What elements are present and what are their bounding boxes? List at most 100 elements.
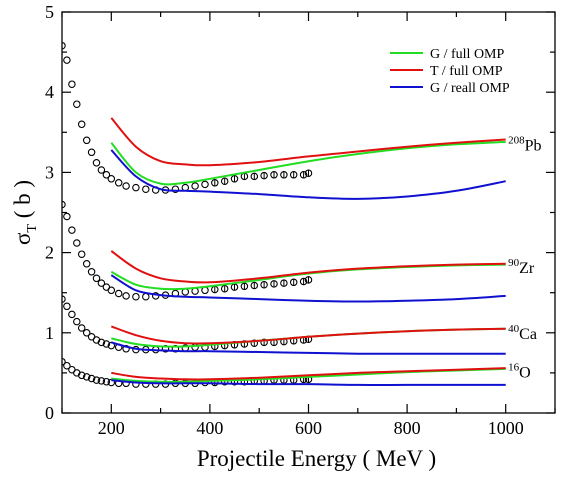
nucleus-mass: 208 bbox=[508, 134, 525, 146]
data-point bbox=[73, 239, 81, 247]
data-point bbox=[151, 292, 160, 300]
data-point bbox=[102, 171, 111, 179]
nucleus-label: 40Ca bbox=[508, 323, 537, 343]
y-tick-label: 1 bbox=[45, 323, 54, 343]
data-point bbox=[92, 274, 101, 283]
curve-40Ca-t-full-omp bbox=[110, 325, 506, 345]
nucleus-labels: 208Pb 90Zr 40Ca 16O bbox=[508, 134, 541, 381]
plot-inner bbox=[62, 41, 506, 388]
data-point bbox=[82, 260, 91, 268]
x-tick-label: 600 bbox=[295, 418, 322, 438]
data-point bbox=[77, 120, 86, 129]
data-point bbox=[87, 374, 96, 383]
nucleus-mass: 40 bbox=[508, 323, 520, 335]
data-point bbox=[97, 338, 106, 347]
nucleus-label: 208Pb bbox=[508, 134, 541, 154]
nucleus-label: 90Zr bbox=[508, 257, 535, 277]
data-point bbox=[73, 317, 81, 326]
y-axis-subscript: T bbox=[25, 224, 40, 233]
curve-16O-t-full-omp bbox=[111, 367, 506, 381]
data-points-208Pb bbox=[62, 41, 313, 194]
curve-16O-g-reall-omp bbox=[111, 379, 506, 386]
y-tick-label: 0 bbox=[45, 403, 54, 423]
nucleus-element: Pb bbox=[525, 137, 542, 154]
data-point bbox=[114, 289, 123, 298]
nucleus-label: 16O bbox=[508, 361, 531, 381]
data-point bbox=[77, 371, 86, 380]
data-point bbox=[97, 377, 106, 385]
y-axis-unit: ( b ) bbox=[10, 180, 35, 224]
data-point bbox=[122, 292, 130, 300]
curve-90Zr-g-reall-omp bbox=[110, 274, 506, 303]
x-tick-label: 200 bbox=[98, 418, 125, 438]
data-point bbox=[102, 377, 111, 386]
y-tick-label: 4 bbox=[45, 82, 54, 102]
curve-208Pb-t-full-omp bbox=[110, 117, 506, 167]
data-point bbox=[62, 295, 66, 303]
y-axis-label: σT ( b ) bbox=[10, 180, 40, 245]
curve-208Pb-g-full-omp bbox=[110, 140, 506, 186]
data-point bbox=[77, 324, 86, 332]
data-point bbox=[82, 136, 91, 145]
data-points-90Zr bbox=[62, 200, 313, 301]
data-point bbox=[102, 340, 111, 348]
data-point bbox=[191, 182, 199, 190]
curve-90Zr-t-full-omp bbox=[110, 250, 506, 284]
x-tick-label: 400 bbox=[196, 418, 223, 438]
data-point bbox=[97, 166, 106, 174]
y-tick-label: 2 bbox=[45, 243, 54, 263]
x-tick-label: 1000 bbox=[488, 418, 524, 438]
data-point bbox=[201, 180, 209, 189]
legend-label: G / full OMP bbox=[430, 47, 505, 62]
data-point bbox=[68, 226, 76, 234]
data-point bbox=[87, 268, 96, 276]
data-point bbox=[73, 100, 81, 108]
data-point bbox=[82, 373, 91, 381]
nucleus-mass: 90 bbox=[508, 257, 520, 269]
data-point bbox=[97, 279, 106, 287]
y-tick-label: 5 bbox=[45, 2, 54, 22]
nucleus-element: Zr bbox=[519, 260, 535, 277]
data-point bbox=[171, 185, 180, 193]
data-point bbox=[77, 250, 86, 258]
data-point bbox=[63, 56, 71, 64]
plot-area bbox=[62, 41, 506, 388]
nucleus-mass: 16 bbox=[508, 361, 520, 373]
nucleus-element: O bbox=[519, 364, 531, 381]
y-tick-label: 3 bbox=[45, 162, 54, 182]
data-point bbox=[107, 175, 116, 183]
data-point bbox=[62, 357, 66, 366]
data-point bbox=[68, 310, 76, 319]
data-point bbox=[171, 345, 180, 353]
y-axis-symbol: σ bbox=[10, 232, 35, 245]
data-points-40Ca bbox=[62, 295, 313, 354]
data-point bbox=[63, 361, 71, 370]
x-tick-label: 800 bbox=[394, 418, 421, 438]
data-point bbox=[82, 329, 91, 337]
data-point bbox=[107, 286, 116, 295]
data-point bbox=[122, 182, 130, 190]
data-point bbox=[142, 292, 150, 301]
data-point bbox=[132, 183, 140, 192]
curve-40Ca-g-reall-omp bbox=[111, 341, 506, 355]
data-point bbox=[68, 80, 76, 88]
axes: 200 400 600 800 1000 0 1 2 3 4 5 Projectile Energy … bbox=[10, 2, 556, 471]
data-point bbox=[114, 179, 123, 187]
data-point bbox=[92, 159, 101, 167]
legend-label: T / full OMP bbox=[430, 64, 503, 79]
nucleus-element: Ca bbox=[519, 326, 537, 343]
curve-208Pb-g-reall-omp bbox=[110, 149, 506, 200]
x-axis-label: Projectile Energy ( MeV ) bbox=[197, 446, 436, 471]
data-point bbox=[63, 302, 71, 311]
data-point bbox=[62, 200, 66, 209]
data-point bbox=[62, 41, 66, 50]
data-point bbox=[63, 212, 71, 221]
data-point bbox=[142, 185, 150, 193]
data-point bbox=[87, 148, 96, 157]
legend-label: G / reall OMP bbox=[430, 81, 510, 96]
data-point bbox=[92, 376, 101, 384]
data-point bbox=[132, 292, 140, 301]
legend: G / full OMP T / full OMP G / reall OMP bbox=[390, 47, 510, 96]
